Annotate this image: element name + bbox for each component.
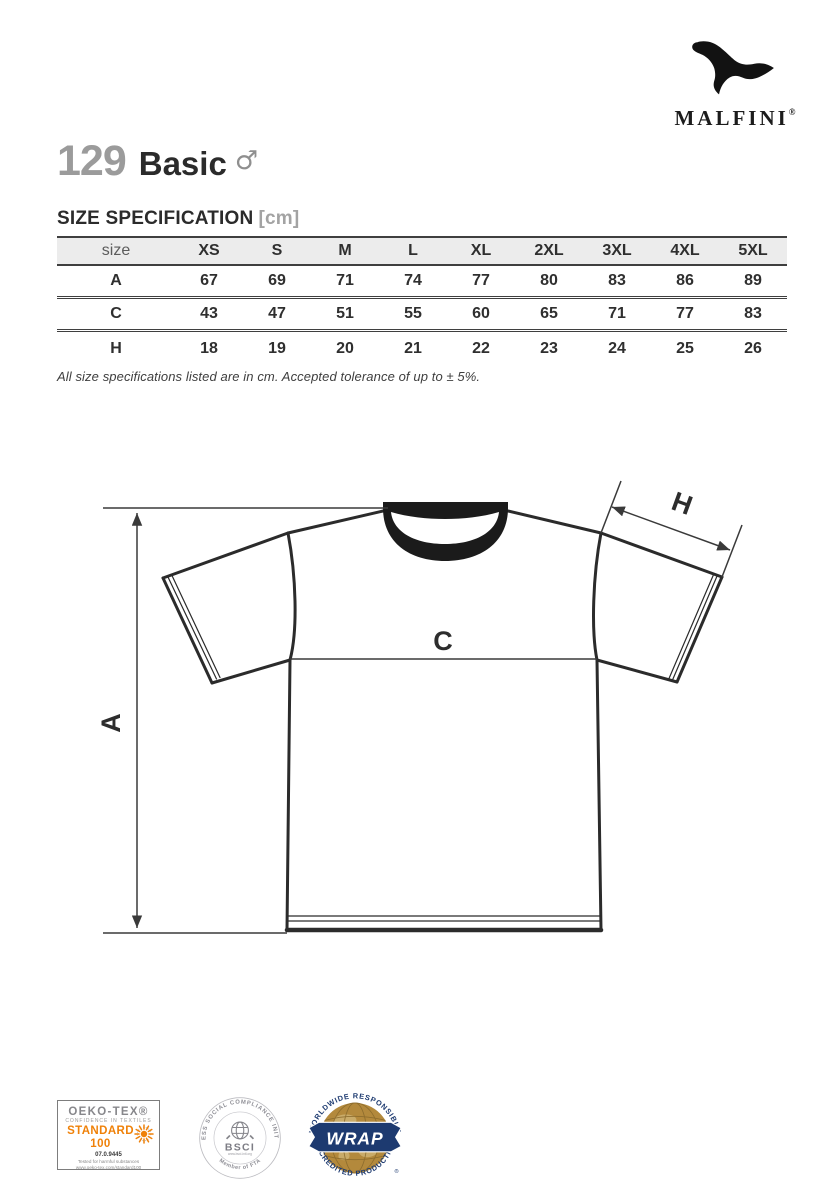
wrap-registered-mark: ® [394,1168,398,1175]
brand-logo: MALFINI® [660,36,810,131]
cell-value: 18 [200,339,218,357]
row-label: H [110,339,122,357]
cell-value: 26 [744,339,762,357]
wrap-name: WRAP [326,1128,383,1148]
cell-value: 89 [744,272,762,289]
svg-text:Member of FTA: Member of FTA [218,1158,262,1171]
sunflower-icon [134,1124,154,1144]
dimension-a [103,507,388,934]
cert-bsci: BUSINESS SOCIAL COMPLIANCE INITIATIVE Me… [198,1096,281,1179]
bsci-name: BSCI [225,1142,255,1154]
table-row-h: H 18 19 20 21 22 23 24 25 26 [57,332,787,365]
cell-value: 83 [608,272,626,289]
certifications: OEKO-TEX® CONFIDENCE IN TEXTILES STANDAR… [0,1080,837,1200]
cert-oekotex: OEKO-TEX® CONFIDENCE IN TEXTILES STANDAR… [57,1100,160,1170]
cert-wrap: WORLDWIDE RESPONSIBLE ACCREDITED PRODUCT… [307,1091,402,1178]
header-cell: 3XL [602,242,632,259]
cell-value: 69 [268,272,286,289]
product-title: 129 Basic ♂ [57,140,258,183]
globe-hands-icon [225,1121,255,1140]
header-cell-size: size [101,242,131,259]
section-title: SIZE SPECIFICATION [cm] [57,208,299,230]
oekotex-cert-number: 07.0.9445 [95,1152,122,1158]
product-name: Basic [138,145,227,182]
size-table: size XS S M L XL 2XL 3XL 4XL 5XL A 67 69… [57,236,787,365]
cell-value: 43 [200,305,218,322]
dim-label-a: A [96,713,126,733]
tshirt-outline [161,509,724,933]
row-label: A [110,272,122,289]
cell-value: 60 [472,305,490,322]
tolerance-note: All size specifications listed are in cm… [57,369,481,384]
cell-value: 83 [744,305,762,322]
cell-value: 86 [676,272,694,289]
section-title-text: SIZE SPECIFICATION [57,208,254,229]
header-cell: XS [198,242,220,259]
header-cell: S [271,242,283,259]
row-label: C [110,305,122,322]
cell-value: 71 [336,272,354,289]
header-cell: L [408,242,418,259]
header-cell: 2XL [534,242,564,259]
header-cell: 5XL [738,242,768,259]
brand-name-text: MALFINI [674,106,789,130]
cell-value: 21 [404,339,422,357]
cuff-stitching [166,572,719,681]
cell-value: 47 [268,305,286,322]
brand-name: MALFINI® [660,106,810,131]
product-code: 129 [57,137,127,185]
tshirt-diagram: A C H [96,480,743,934]
header-cell: M [338,242,352,259]
male-symbol-icon: ♂ [234,146,259,176]
cell-value: 23 [540,339,558,357]
registered-mark: ® [788,107,796,117]
wrap-banner [308,1121,402,1153]
cell-value: 74 [404,272,422,289]
oekotex-brand: OEKO-TEX® [68,1106,149,1118]
header-cell: 4XL [670,242,700,259]
cell-value: 55 [404,305,422,322]
bsci-ring-bottom-text: Member of FTA [218,1158,262,1171]
cell-value: 77 [472,272,490,289]
table-row-c: C 43 47 51 55 60 65 71 77 83 [57,299,787,332]
dim-label-h: H [668,486,697,521]
cell-value: 65 [540,305,558,322]
cell-value: 80 [540,272,558,289]
cell-value: 77 [676,305,694,322]
cell-value: 24 [608,339,626,357]
oekotex-fineprint: www.oeko-tex.com/standard100 [75,1164,142,1170]
collar [383,502,508,561]
dimension-h [600,480,743,578]
oekotex-standard: STANDARD 100 [67,1125,134,1150]
cell-value: 71 [608,305,626,322]
hem-stitching [287,915,601,922]
dim-label-c: C [433,626,453,656]
falcon-icon [692,41,774,95]
oekotex-tagline: CONFIDENCE IN TEXTILES [65,1118,152,1124]
cell-value: 25 [676,339,694,357]
cell-value: 51 [336,305,354,322]
cell-value: 67 [200,272,218,289]
cell-value: 22 [472,339,490,357]
cell-value: 20 [336,339,354,357]
bsci-url: www.bsci-intl.org [228,1152,252,1156]
header-cell: XL [470,242,492,259]
unit-label: [cm] [258,208,300,229]
cell-value: 19 [268,339,286,357]
oekotex-fineprint: Tested for harmful substances [77,1159,140,1164]
table-row-a: A 67 69 71 74 77 80 83 86 89 [57,266,787,299]
table-header-row: size XS S M L XL 2XL 3XL 4XL 5XL [57,236,787,266]
